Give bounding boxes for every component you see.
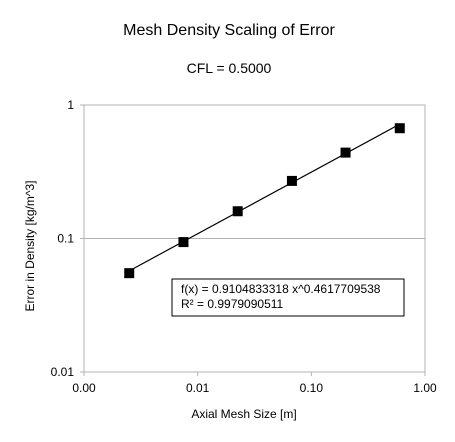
data-point xyxy=(124,268,134,278)
equation-box: f(x) = 0.9104833318 x^0.4617709538 R² = … xyxy=(172,279,404,316)
data-point xyxy=(287,176,297,186)
y-tick-label: 0.01 xyxy=(51,365,75,379)
x-tick-label: 0.00 xyxy=(72,381,96,395)
x-tick-label: 0.01 xyxy=(186,381,210,395)
x-tick-label: 0.10 xyxy=(300,381,324,395)
chart-title: Mesh Density Scaling of Error xyxy=(123,22,335,39)
trendline xyxy=(129,124,400,271)
data-point xyxy=(341,148,351,158)
chart-subtitle: CFL = 0.5000 xyxy=(187,60,272,76)
x-tick-label: 1.00 xyxy=(413,381,437,395)
data-points xyxy=(124,123,405,278)
x-axis-ticks: 0.00 0.01 0.10 1.00 xyxy=(72,372,437,395)
y-tick-label: 1 xyxy=(67,98,74,112)
trendline-equation: f(x) = 0.9104833318 x^0.4617709538 xyxy=(181,282,381,296)
y-axis-ticks: 1 0.1 0.01 xyxy=(51,98,84,379)
trendline-r-squared: R² = 0.9979090511 xyxy=(181,297,284,311)
trendline-group xyxy=(129,124,400,271)
data-point xyxy=(233,206,243,216)
x-axis-label: Axial Mesh Size [m] xyxy=(191,407,296,421)
y-tick-label: 0.1 xyxy=(57,232,74,246)
data-point xyxy=(178,237,188,247)
data-point xyxy=(395,123,405,133)
y-axis-label: Error in Density [kg/m^3] xyxy=(23,181,37,312)
